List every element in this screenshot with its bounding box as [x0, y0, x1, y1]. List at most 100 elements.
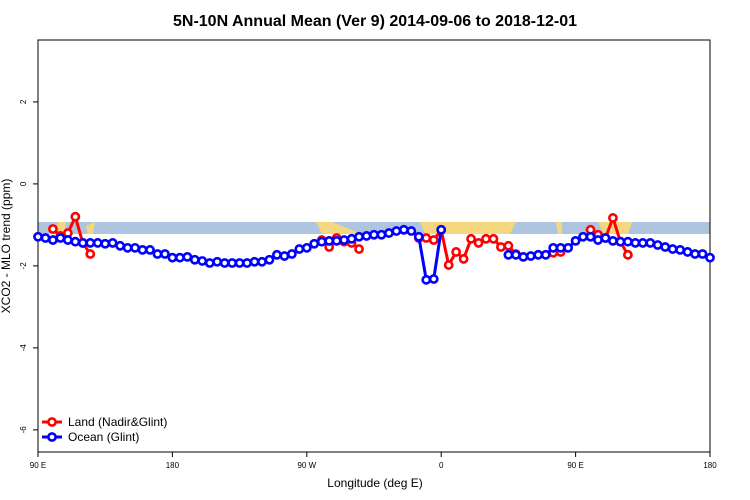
- data-point: [570, 235, 581, 246]
- data-point: [675, 244, 686, 255]
- data-point: [510, 249, 521, 260]
- x-tick-label: 90 W: [297, 461, 316, 470]
- data-point: [316, 236, 327, 247]
- data-point: [503, 240, 514, 251]
- data-point: [40, 233, 51, 243]
- data-point: [361, 231, 372, 241]
- legend-marker: [47, 417, 57, 427]
- data-point: [593, 235, 603, 245]
- legend: Land (Nadir&Glint)Ocean (Glint): [42, 415, 167, 444]
- data-point: [630, 238, 641, 248]
- data-point: [70, 211, 81, 222]
- data-point: [637, 238, 648, 248]
- data-point: [33, 231, 43, 242]
- data-point: [48, 235, 58, 245]
- x-tick-label: 180: [166, 461, 180, 470]
- data-point: [705, 252, 715, 263]
- data-point: [85, 238, 96, 248]
- data-point: [152, 249, 163, 259]
- data-point: [585, 231, 596, 242]
- data-point: [219, 258, 230, 268]
- data-point: [369, 229, 379, 240]
- data-point: [167, 252, 178, 263]
- data-point: [436, 224, 447, 235]
- data-point: [391, 226, 402, 236]
- legend-marker: [47, 432, 57, 442]
- ocean-band: [38, 222, 710, 234]
- data-point: [55, 233, 66, 243]
- y-tick-label: -6: [19, 426, 28, 434]
- y-tick-label: -2: [19, 262, 28, 270]
- data-point: [496, 242, 506, 252]
- data-point: [92, 238, 103, 248]
- x-tick-label: 0: [439, 461, 444, 470]
- data-point: [622, 236, 633, 247]
- data-point: [100, 238, 111, 249]
- data-point: [682, 247, 693, 257]
- x-axis-label: Longitude (deg E): [327, 476, 422, 490]
- data-point: [279, 251, 290, 261]
- land-patch: [556, 222, 562, 234]
- data-point: [384, 228, 394, 238]
- data-point: [130, 242, 140, 253]
- data-point: [615, 236, 626, 247]
- data-point: [197, 256, 208, 266]
- data-point: [667, 244, 678, 254]
- data-point: [697, 249, 708, 259]
- data-point: [540, 249, 551, 260]
- land-patch: [86, 222, 95, 234]
- data-point: [608, 235, 618, 246]
- data-point: [354, 231, 364, 242]
- data-point: [331, 235, 342, 246]
- data-point: [458, 254, 469, 264]
- data-point: [242, 258, 252, 268]
- data-point: [600, 233, 611, 243]
- data-point: [413, 231, 424, 242]
- data-point: [77, 238, 88, 248]
- data-point: [466, 233, 476, 244]
- data-point: [518, 251, 529, 262]
- plot-frame: [37, 39, 711, 453]
- data-point: [354, 244, 364, 254]
- data-point: [160, 249, 170, 259]
- data-point: [690, 249, 700, 259]
- data-point: [145, 244, 155, 255]
- data-point: [309, 238, 320, 249]
- data-point: [324, 235, 335, 246]
- data-point: [451, 247, 462, 257]
- data-point: [62, 235, 73, 245]
- data-point: [406, 226, 417, 236]
- data-point: [398, 224, 409, 235]
- legend-label: Land (Nadir&Glint): [68, 415, 167, 429]
- data-point: [234, 258, 245, 268]
- data-point: [286, 249, 297, 259]
- data-point: [428, 235, 439, 245]
- x-tick-label: 90 E: [30, 461, 46, 470]
- data-point: [346, 233, 357, 244]
- surface-band: [38, 222, 710, 234]
- legend-label: Ocean (Glint): [68, 430, 139, 444]
- chart-title: 5N-10N Annual Mean (Ver 9) 2014-09-06 to…: [173, 13, 577, 30]
- data-point: [481, 233, 491, 244]
- data-point: [137, 244, 148, 255]
- x-tick-label: 90 E: [567, 461, 583, 470]
- data-point: [339, 235, 350, 245]
- data-point: [272, 249, 282, 260]
- y-tick-label: 0: [19, 181, 28, 186]
- data-point: [421, 274, 432, 285]
- data-point: [421, 233, 432, 243]
- data-point: [376, 229, 387, 240]
- data-point: [189, 254, 200, 265]
- data-point: [563, 242, 574, 253]
- data-point: [70, 236, 81, 247]
- y-tick-label: -4: [19, 344, 28, 352]
- data-point: [48, 224, 58, 234]
- data-point: [115, 240, 126, 251]
- data-point: [182, 251, 193, 262]
- data-point: [578, 231, 588, 242]
- data-point: [622, 249, 633, 260]
- data-point: [85, 249, 96, 259]
- data-point: [257, 256, 267, 267]
- land-patch: [420, 222, 516, 234]
